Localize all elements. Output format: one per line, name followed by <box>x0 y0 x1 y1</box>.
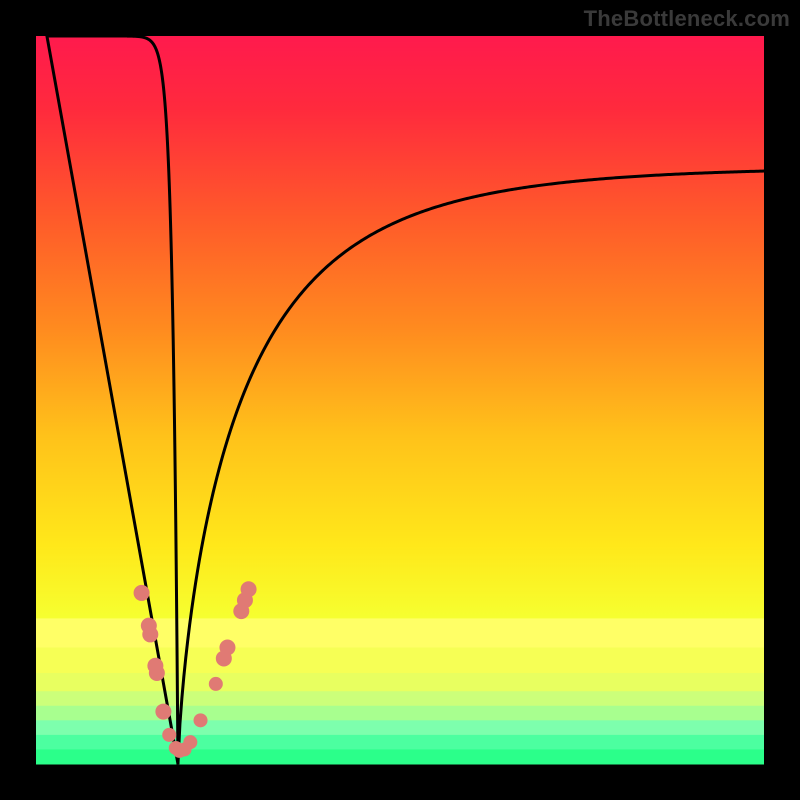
data-marker <box>134 585 150 601</box>
data-marker <box>142 626 158 642</box>
data-marker <box>209 677 223 691</box>
data-marker <box>162 728 176 742</box>
data-marker <box>183 735 197 749</box>
data-marker <box>149 665 165 681</box>
chart-container: TheBottleneck.com <box>0 0 800 800</box>
bottleneck-curve-chart <box>0 0 800 800</box>
data-marker <box>194 713 208 727</box>
watermark-text: TheBottleneck.com <box>584 6 790 32</box>
data-marker <box>155 704 171 720</box>
data-marker <box>219 640 235 656</box>
data-marker <box>241 581 257 597</box>
